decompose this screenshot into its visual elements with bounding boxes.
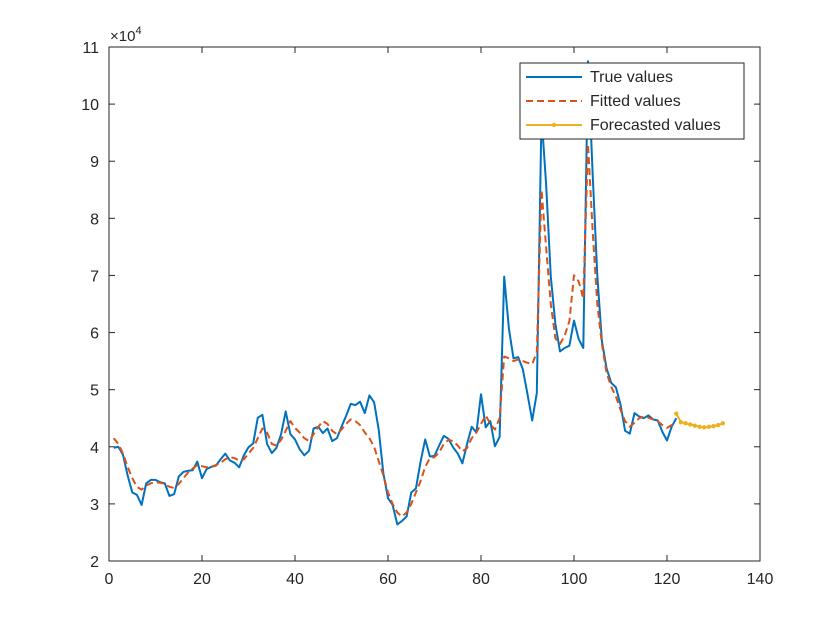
y-exponent-base: ×10 xyxy=(110,28,135,45)
forecast-point xyxy=(715,422,721,428)
forecast-point xyxy=(720,421,725,426)
forecast-point xyxy=(683,421,688,426)
forecast-point xyxy=(697,424,702,429)
x-axis: 0 20 40 60 80 100 120 140 xyxy=(105,47,774,588)
forecast-point xyxy=(702,425,707,430)
y-exponent-label: ×104 xyxy=(110,25,142,45)
legend-box xyxy=(519,62,745,140)
y-tick-label: 6 xyxy=(90,326,99,343)
y-tick-label: 5 xyxy=(90,383,99,400)
legend-label-1: True values xyxy=(590,69,673,86)
y-tick-label: 2 xyxy=(90,554,99,571)
forecast-point xyxy=(706,424,712,429)
series-line-2 xyxy=(112,143,677,518)
x-tick-label: 60 xyxy=(379,571,397,588)
forecast-point xyxy=(678,420,684,425)
forecast-point xyxy=(688,422,693,427)
y-tick-label: 4 xyxy=(90,440,99,457)
series-line-1 xyxy=(113,60,678,526)
forecast-point xyxy=(692,423,698,428)
y-tick-label: 10 xyxy=(81,97,99,114)
y-exponent-power: 4 xyxy=(135,25,141,37)
legend-label-2: Fitted values xyxy=(590,93,681,110)
series-layer xyxy=(112,60,725,526)
y-tick-label: 9 xyxy=(90,154,99,171)
y-axis: 2 3 4 5 6 7 8 9 10 11 xyxy=(81,40,760,571)
forecast-point xyxy=(711,424,716,429)
x-tick-label: 120 xyxy=(654,571,681,588)
y-tick-label: 8 xyxy=(90,211,99,228)
legend-label-3: Forecasted values xyxy=(590,117,721,134)
legend: True values Fitted values Forecasted value… xyxy=(519,62,745,140)
forecast-point xyxy=(674,411,679,416)
x-tick-label: 0 xyxy=(105,571,114,588)
x-tick-label: 40 xyxy=(286,571,304,588)
legend-marker xyxy=(551,122,557,128)
y-tick-label: 3 xyxy=(90,497,99,514)
y-tick-label: 11 xyxy=(82,40,99,57)
x-tick-label: 100 xyxy=(561,571,588,588)
x-tick-label: 140 xyxy=(747,571,774,588)
x-tick-label: 80 xyxy=(472,571,490,588)
x-tick-label: 20 xyxy=(193,571,211,588)
y-tick-label: 7 xyxy=(90,268,99,285)
